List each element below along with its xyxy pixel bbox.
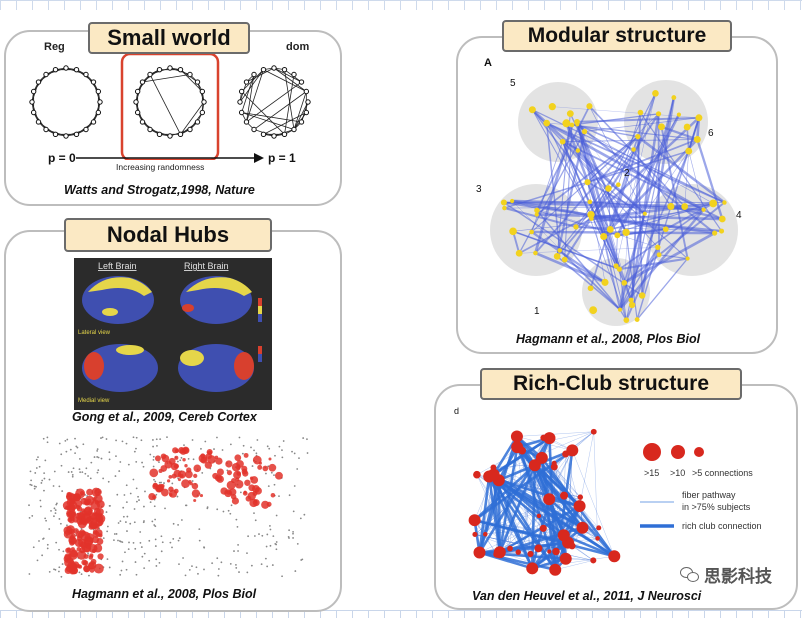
svg-text:>5 connections: >5 connections — [692, 468, 753, 478]
svg-text:fiber pathway: fiber pathway — [682, 490, 736, 500]
small-world-panel — [4, 30, 342, 206]
hagmann-hub-nodes — [28, 436, 309, 578]
nodal-hubs-title: Nodal Hubs — [64, 218, 272, 252]
label-random: dom — [286, 41, 309, 53]
modular-structure-title: Modular structure — [502, 20, 732, 52]
label-regular: Reg — [44, 41, 65, 53]
svg-text:4: 4 — [736, 210, 742, 221]
label-p0: p = 0 — [48, 151, 76, 165]
svg-text:5: 5 — [510, 78, 516, 89]
svg-text:d: d — [454, 406, 459, 416]
rich-club-title: Rich-Club structure — [480, 368, 742, 400]
random-ring-network — [237, 65, 311, 139]
svg-text:3: 3 — [476, 184, 482, 195]
label-p1: p = 1 — [268, 151, 296, 165]
small-world-ring-network — [133, 65, 207, 139]
svg-text:>10: >10 — [670, 468, 685, 478]
svg-text:1: 1 — [534, 306, 540, 317]
svg-text:rich club connection: rich club connection — [682, 521, 762, 531]
label-increasing-randomness: Increasing randomness — [116, 162, 204, 172]
rich-club-citation: Van den Heuvel et al., 2011, J Neurosci — [472, 589, 702, 603]
modular-structure-citation: Hagmann et al., 2008, Plos Biol — [516, 332, 701, 346]
watermark-text: 思影科技 — [704, 567, 772, 586]
svg-text:Right Brain: Right Brain — [184, 261, 229, 271]
rich-club-legend: >15 >10 >5 connections fiber pathway in … — [640, 443, 762, 531]
modular-network-diagram: A 5 6 3 4 2 1 — [476, 57, 742, 326]
rich-club-network-diagram: d — [454, 406, 621, 576]
nodal-hubs-citation-gong: Gong et al., 2009, Cereb Cortex — [72, 410, 257, 424]
svg-text:Left Brain: Left Brain — [98, 261, 137, 271]
svg-text:Medial view: Medial view — [78, 398, 110, 404]
small-world-title: Small world — [88, 22, 250, 54]
regular-ring-network — [29, 65, 103, 139]
small-world-diagram: Reg dom p = 0 p = 1 Increasing randomnes… — [29, 41, 311, 172]
brain-hubs-image: Left Brain Right Brain Lateral view Medi… — [74, 258, 272, 410]
watermark: 思影科技 — [680, 562, 772, 587]
background-grid-bottom — [0, 610, 802, 618]
svg-text:>15: >15 — [644, 468, 659, 478]
svg-text:in >75% subjects: in >75% subjects — [682, 502, 751, 512]
wechat-icon — [680, 566, 700, 583]
small-world-citation: Watts and Strogatz,1998, Nature — [64, 183, 255, 197]
svg-text:Lateral view: Lateral view — [78, 330, 111, 336]
nodal-hubs-citation-hagmann: Hagmann et al., 2008, Plos Biol — [72, 587, 257, 601]
svg-text:6: 6 — [708, 128, 714, 139]
nodal-hubs-panel — [4, 230, 342, 612]
background-grid-top — [0, 0, 802, 10]
svg-text:A: A — [484, 57, 492, 69]
svg-text:2: 2 — [624, 168, 630, 179]
